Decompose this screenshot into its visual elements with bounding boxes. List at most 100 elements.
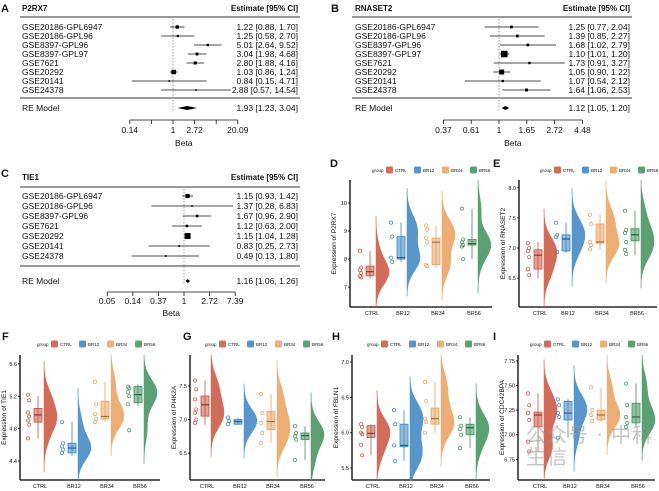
x-tick-label: CTRL [533, 311, 547, 317]
estimate-square [168, 80, 171, 82]
x-tick-label: 0.37 [435, 125, 452, 135]
legend-label: BR12 [88, 342, 100, 347]
study-name: GSE20141 [22, 241, 64, 251]
data-point [458, 427, 462, 432]
y-tick-label: 6.5 [179, 451, 187, 457]
data-point [259, 441, 263, 445]
data-point [589, 243, 594, 247]
study-name: GSE20186-GPL96 [355, 31, 426, 41]
data-point [194, 387, 199, 392]
legend-swatch-br56 [638, 166, 645, 174]
y-tick-label: 9 [344, 229, 347, 235]
half-violin [477, 179, 492, 294]
data-point [27, 422, 32, 427]
study-name: GSE8397-GPL96 [22, 211, 88, 221]
watermark-text: 公众号 · 中科生信 [526, 423, 654, 469]
group-br56: BR56 [293, 392, 325, 490]
group-br34: BR34 [589, 354, 621, 490]
re-model-estimate: 1.16 [1.06, 1.26] [237, 276, 298, 286]
x-tick-label: BR34 [430, 484, 444, 490]
legend-swatch-br34 [437, 340, 444, 348]
y-tick-label: 5.5 [341, 466, 349, 472]
group-br12: BR12 [389, 188, 421, 317]
legend-label: CTRL [390, 342, 402, 347]
data-point [460, 244, 464, 249]
forest-title: TIE1 [22, 173, 39, 182]
study-name: GSE8397-GPL96 [22, 40, 88, 50]
estimate-square [528, 61, 531, 65]
data-point [193, 397, 197, 402]
data-point [589, 221, 594, 226]
x-tick-label: 0.61 [463, 125, 480, 135]
study-name: GSE24378 [22, 251, 64, 261]
study-estimate: 5.01 [2.64, 9.52] [237, 40, 298, 50]
estimate-header: Estimate [95% CI] [563, 4, 630, 13]
data-point [423, 379, 427, 384]
study-row: GSE7621 1.12 [0.63, 2.00] [22, 221, 298, 231]
legend-label: BR56 [312, 342, 324, 347]
estimate-square [185, 224, 189, 228]
panel-label: D [330, 158, 338, 170]
x-tick-label: BR56 [630, 311, 644, 317]
estimate-square [191, 205, 193, 207]
data-point [393, 458, 398, 463]
estimate-square [193, 61, 197, 65]
x-tick-label: BR12 [561, 311, 575, 317]
y-tick-label: 7.5 [508, 216, 516, 222]
data-point [27, 414, 32, 419]
half-violin [110, 354, 125, 457]
estimate-square [184, 233, 191, 239]
y-tick-label: 4.8 [9, 427, 17, 433]
estimate-header: Estimate [95% CI] [231, 173, 298, 182]
study-name: GSE8397-GPL96 [355, 40, 421, 50]
half-violin [243, 383, 258, 459]
box [467, 239, 477, 246]
group-br12: BR12 [392, 376, 424, 490]
data-point [259, 420, 263, 425]
legend-title: group [367, 342, 379, 347]
half-violin [606, 354, 621, 455]
legend: group CTRL BR12 BR34 BR56 [372, 166, 491, 174]
study-estimate: 1.37 [0.28, 6.83] [237, 201, 298, 211]
legend: group CTRL BR12 BR34 BR56 [205, 340, 324, 348]
legend-swatch-br12 [247, 340, 254, 348]
panel-label: A [1, 3, 9, 15]
data-point [94, 416, 99, 421]
data-point [458, 446, 462, 451]
study-name: GSE7621 [22, 58, 59, 68]
box [533, 411, 543, 428]
legend-title: group [372, 168, 384, 173]
data-point [61, 441, 66, 446]
data-point [424, 223, 428, 228]
y-tick-label: 6.0 [341, 431, 349, 437]
data-point [425, 240, 430, 245]
data-point [126, 402, 130, 407]
data-point [590, 418, 595, 423]
group-ctrl: CTRL [526, 359, 558, 490]
legend-swatch-br12 [414, 166, 421, 174]
legend-label: BR34 [609, 342, 621, 347]
data-point [126, 390, 130, 395]
data-point [554, 220, 558, 225]
data-point [94, 402, 99, 407]
study-row: GSE8397-GPL96 1.68 [1.02, 2.79] [355, 40, 630, 50]
study-estimate: 1.73 [0.91, 3.27] [569, 58, 630, 68]
data-point [260, 431, 265, 435]
half-violin [571, 188, 586, 287]
box [399, 423, 409, 448]
data-point [589, 413, 593, 417]
data-point [392, 408, 396, 413]
data-point [293, 424, 297, 429]
y-axis-label: Expression of FBLN1 [333, 386, 340, 448]
legend-swatch-br56 [135, 340, 142, 348]
x-tick-label: 1 [182, 296, 187, 306]
legend-swatch-ctrl [219, 340, 226, 348]
y-tick-label: 8.0 [508, 186, 516, 192]
x-tick-label: BR12 [396, 311, 410, 317]
data-point [625, 403, 630, 408]
study-name: GSE7621 [355, 58, 392, 68]
data-point [556, 435, 560, 440]
legend-label: BR34 [116, 342, 128, 347]
estimate-square [178, 245, 181, 247]
study-name: GSE24378 [355, 85, 397, 95]
